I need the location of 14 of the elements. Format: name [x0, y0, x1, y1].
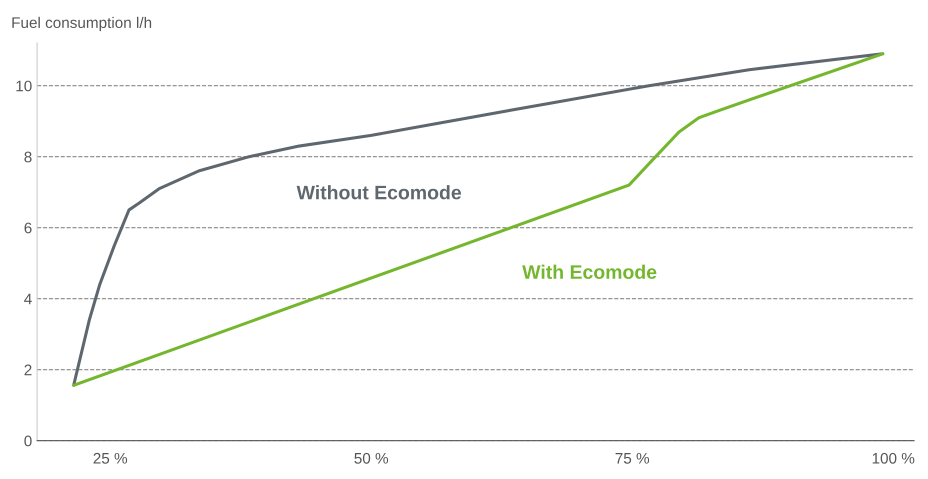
y-tick-label: 8	[24, 152, 32, 162]
x-tick-label: 100 %	[872, 452, 914, 464]
x-tick-label: 50 %	[354, 452, 388, 464]
y-axis-title: Fuel consumption l/h	[12, 16, 152, 32]
y-tick-label: 4	[24, 294, 32, 304]
x-tick-label: 25 %	[94, 452, 128, 464]
y-tick-label: 10	[16, 80, 32, 92]
y-tick-label: 6	[24, 222, 32, 234]
y-tick-label: 0	[24, 436, 32, 446]
series-label: Without Ecomode	[296, 185, 462, 200]
line-series	[72, 52, 884, 387]
series-label: With Ecomode	[522, 264, 656, 279]
y-tick-label: 2	[24, 364, 32, 376]
x-tick-label: 75 %	[616, 452, 650, 464]
